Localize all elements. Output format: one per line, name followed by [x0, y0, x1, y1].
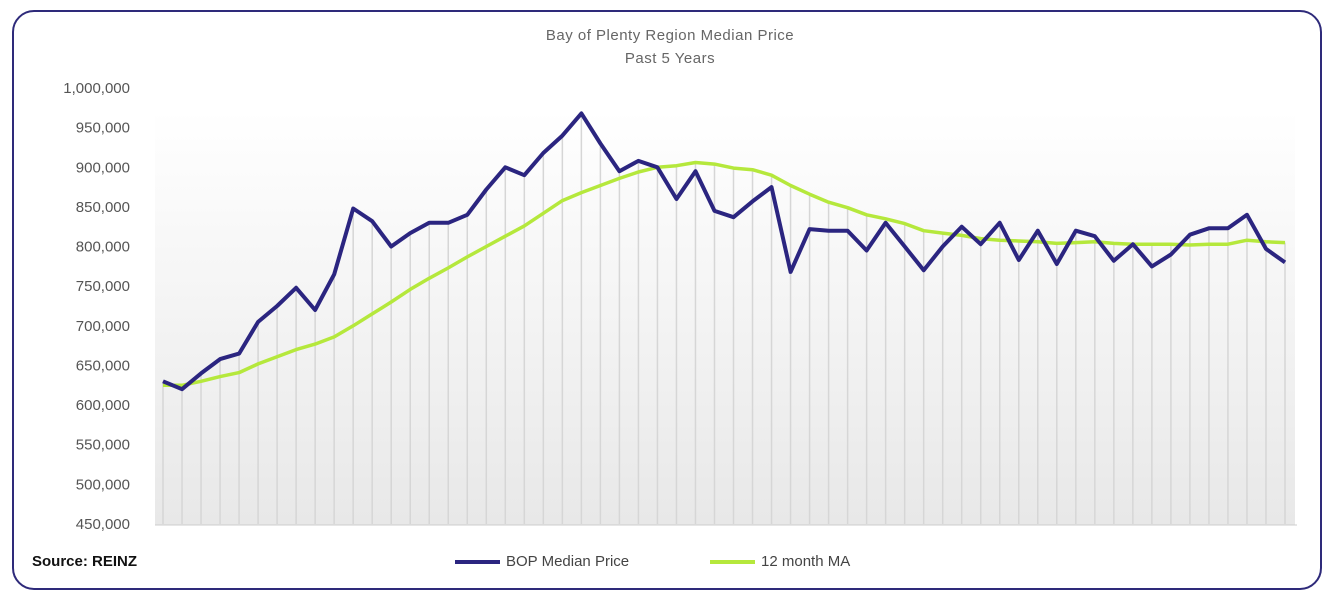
y-tick-label: 900,000	[76, 159, 130, 176]
legend-label-ma: 12 month MA	[761, 553, 851, 570]
plot-area	[155, 110, 1295, 525]
y-tick-label: 600,000	[76, 397, 130, 414]
y-tick-label: 750,000	[76, 278, 130, 295]
chart-title: Bay of Plenty Region Median Price	[545, 27, 795, 44]
y-tick-label: 950,000	[76, 120, 130, 137]
y-tick-label: 700,000	[76, 318, 130, 335]
legend-label-bop: BOP Median Price	[506, 553, 630, 570]
y-tick-label: 500,000	[76, 476, 130, 493]
series-line-bop-median-price	[162, 111, 1287, 392]
legend-item-bop: BOP Median Price	[455, 553, 629, 570]
legend-item-ma: 12 month MA	[710, 553, 850, 570]
source-label: Source: REINZ	[32, 553, 138, 570]
y-tick-label: 800,000	[76, 239, 130, 256]
y-tick-label: 650,000	[76, 357, 130, 374]
legend-swatch-bop	[455, 559, 500, 564]
y-tick-label: 1,000,000	[63, 80, 130, 97]
chart-subtitle: Past 5 Years	[624, 50, 716, 67]
y-tick-label: 550,000	[76, 437, 130, 454]
y-tick-label: 850,000	[76, 199, 130, 216]
legend-swatch-ma	[710, 559, 755, 564]
y-tick-label: 450,000	[76, 516, 130, 533]
chart-title-block: Bay of Plenty Region Median Price Past 5…	[0, 24, 1340, 70]
